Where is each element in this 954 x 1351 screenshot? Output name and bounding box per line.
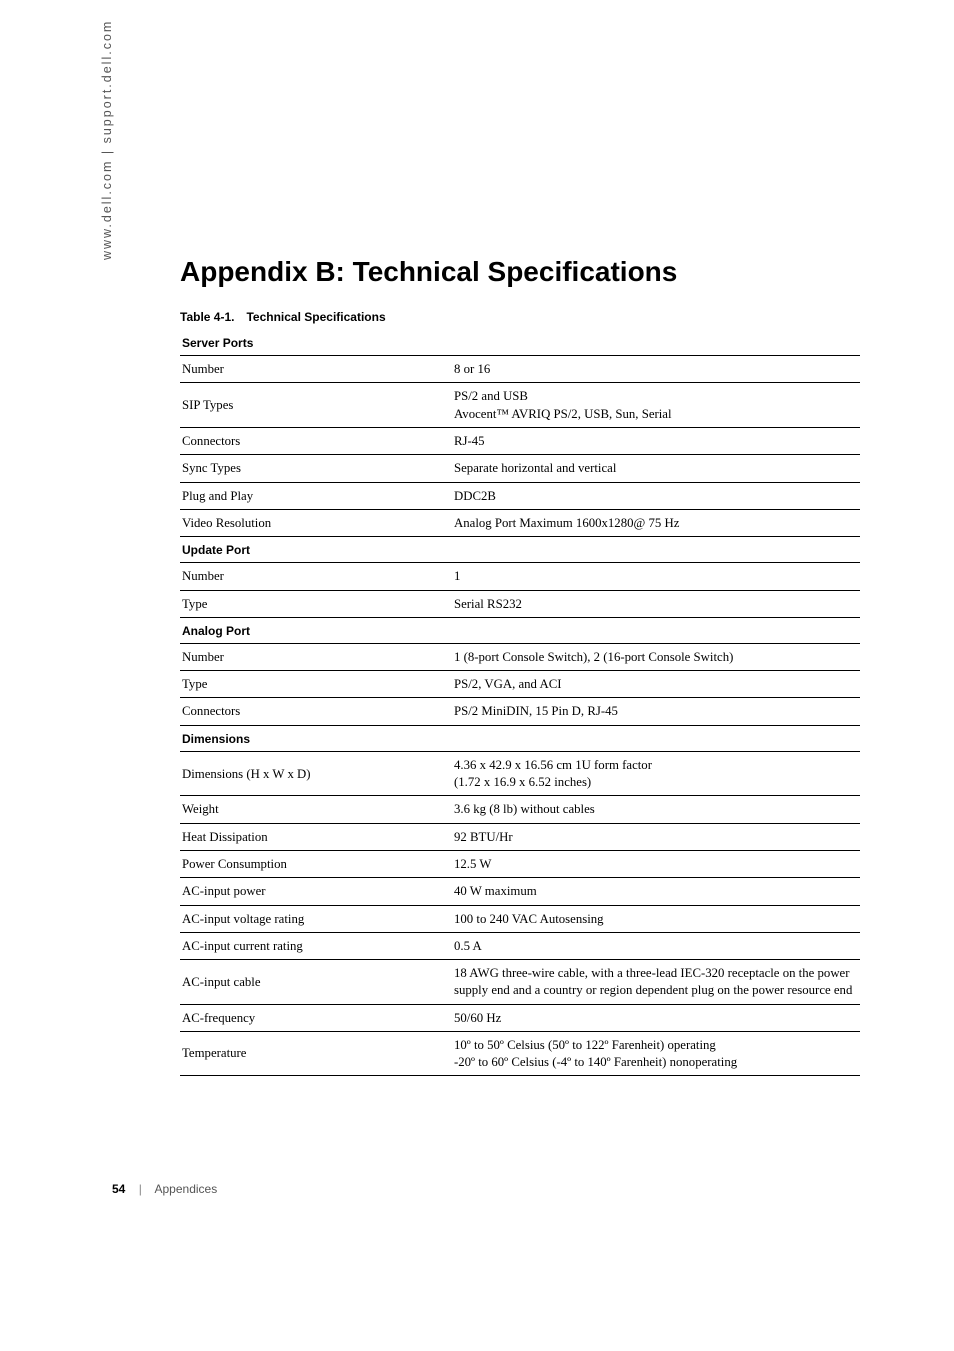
spec-label: Connectors — [180, 427, 452, 454]
section-header: Server Ports — [180, 330, 860, 356]
appendix-title: Appendix B: Technical Specifications — [180, 256, 860, 288]
spec-label: Temperature — [180, 1031, 452, 1076]
content-area: Appendix B: Technical Specifications Tab… — [180, 256, 860, 1076]
table-row: AC-input current rating0.5 A — [180, 932, 860, 959]
spec-label: Power Consumption — [180, 851, 452, 878]
spec-label: Type — [180, 671, 452, 698]
spec-value: 10º to 50º Celsius (50º to 122º Farenhei… — [452, 1031, 860, 1076]
spec-value: 1 (8-port Console Switch), 2 (16-port Co… — [452, 643, 860, 670]
section-header: Dimensions — [180, 725, 860, 751]
spec-value: Serial RS232 — [452, 590, 860, 617]
specs-table: Server PortsNumber8 or 16SIP TypesPS/2 a… — [180, 330, 860, 1076]
table-row: AC-input cable18 AWG three-wire cable, w… — [180, 960, 860, 1005]
spec-label: AC-input power — [180, 878, 452, 905]
page-number: 54 — [112, 1182, 125, 1196]
spec-label: Video Resolution — [180, 509, 452, 536]
spec-label: SIP Types — [180, 383, 452, 428]
spec-value: 100 to 240 VAC Autosensing — [452, 905, 860, 932]
spec-label: Sync Types — [180, 455, 452, 482]
section-header-label: Dimensions — [180, 725, 860, 751]
table-row: ConnectorsPS/2 MiniDIN, 15 Pin D, RJ-45 — [180, 698, 860, 725]
spec-label: AC-frequency — [180, 1004, 452, 1031]
spec-label: AC-input voltage rating — [180, 905, 452, 932]
spec-value: Separate horizontal and vertical — [452, 455, 860, 482]
spec-value: PS/2, VGA, and ACI — [452, 671, 860, 698]
table-row: AC-frequency50/60 Hz — [180, 1004, 860, 1031]
spec-label: AC-input current rating — [180, 932, 452, 959]
spec-value: 3.6 kg (8 lb) without cables — [452, 796, 860, 823]
table-row: AC-input power40 W maximum — [180, 878, 860, 905]
spec-label: Dimensions (H x W x D) — [180, 751, 452, 796]
spec-label: AC-input cable — [180, 960, 452, 1005]
table-row: Power Consumption12.5 W — [180, 851, 860, 878]
footer-section: Appendices — [155, 1182, 218, 1196]
spec-value: 1 — [452, 563, 860, 590]
spec-value: 18 AWG three-wire cable, with a three-le… — [452, 960, 860, 1005]
footer-separator: | — [139, 1182, 142, 1196]
table-row: Dimensions (H x W x D)4.36 x 42.9 x 16.5… — [180, 751, 860, 796]
spec-value: 50/60 Hz — [452, 1004, 860, 1031]
spec-value: 4.36 x 42.9 x 16.56 cm 1U form factor(1.… — [452, 751, 860, 796]
table-row: Number8 or 16 — [180, 356, 860, 383]
side-url: www.dell.com | support.dell.com — [100, 20, 114, 260]
spec-value: PS/2 MiniDIN, 15 Pin D, RJ-45 — [452, 698, 860, 725]
spec-value: 8 or 16 — [452, 356, 860, 383]
spec-label: Number — [180, 356, 452, 383]
spec-value: 92 BTU/Hr — [452, 823, 860, 850]
table-row: TypePS/2, VGA, and ACI — [180, 671, 860, 698]
spec-label: Number — [180, 563, 452, 590]
spec-label: Connectors — [180, 698, 452, 725]
spec-label: Heat Dissipation — [180, 823, 452, 850]
section-header: Update Port — [180, 537, 860, 563]
table-row: AC-input voltage rating100 to 240 VAC Au… — [180, 905, 860, 932]
table-row: Sync TypesSeparate horizontal and vertic… — [180, 455, 860, 482]
table-row: TypeSerial RS232 — [180, 590, 860, 617]
page: www.dell.com | support.dell.com Appendix… — [0, 0, 954, 1351]
spec-label: Type — [180, 590, 452, 617]
spec-label: Weight — [180, 796, 452, 823]
page-footer: 54 | Appendices — [112, 1182, 217, 1196]
table-caption: Table 4-1. Technical Specifications — [180, 310, 860, 324]
spec-value: Analog Port Maximum 1600x1280@ 75 Hz — [452, 509, 860, 536]
table-row: Plug and PlayDDC2B — [180, 482, 860, 509]
section-header-label: Update Port — [180, 537, 860, 563]
spec-value: DDC2B — [452, 482, 860, 509]
spec-value: PS/2 and USBAvocent™ AVRIQ PS/2, USB, Su… — [452, 383, 860, 428]
table-row: Number1 — [180, 563, 860, 590]
table-row: Temperature10º to 50º Celsius (50º to 12… — [180, 1031, 860, 1076]
spec-value: 0.5 A — [452, 932, 860, 959]
table-row: Weight3.6 kg (8 lb) without cables — [180, 796, 860, 823]
table-row: Number1 (8-port Console Switch), 2 (16-p… — [180, 643, 860, 670]
table-row: SIP TypesPS/2 and USBAvocent™ AVRIQ PS/2… — [180, 383, 860, 428]
spec-value: 40 W maximum — [452, 878, 860, 905]
section-header-label: Analog Port — [180, 617, 860, 643]
spec-value: 12.5 W — [452, 851, 860, 878]
table-row: Video ResolutionAnalog Port Maximum 1600… — [180, 509, 860, 536]
spec-label: Number — [180, 643, 452, 670]
section-header: Analog Port — [180, 617, 860, 643]
spec-label: Plug and Play — [180, 482, 452, 509]
table-row: Heat Dissipation92 BTU/Hr — [180, 823, 860, 850]
spec-value: RJ-45 — [452, 427, 860, 454]
table-row: ConnectorsRJ-45 — [180, 427, 860, 454]
section-header-label: Server Ports — [180, 330, 860, 356]
